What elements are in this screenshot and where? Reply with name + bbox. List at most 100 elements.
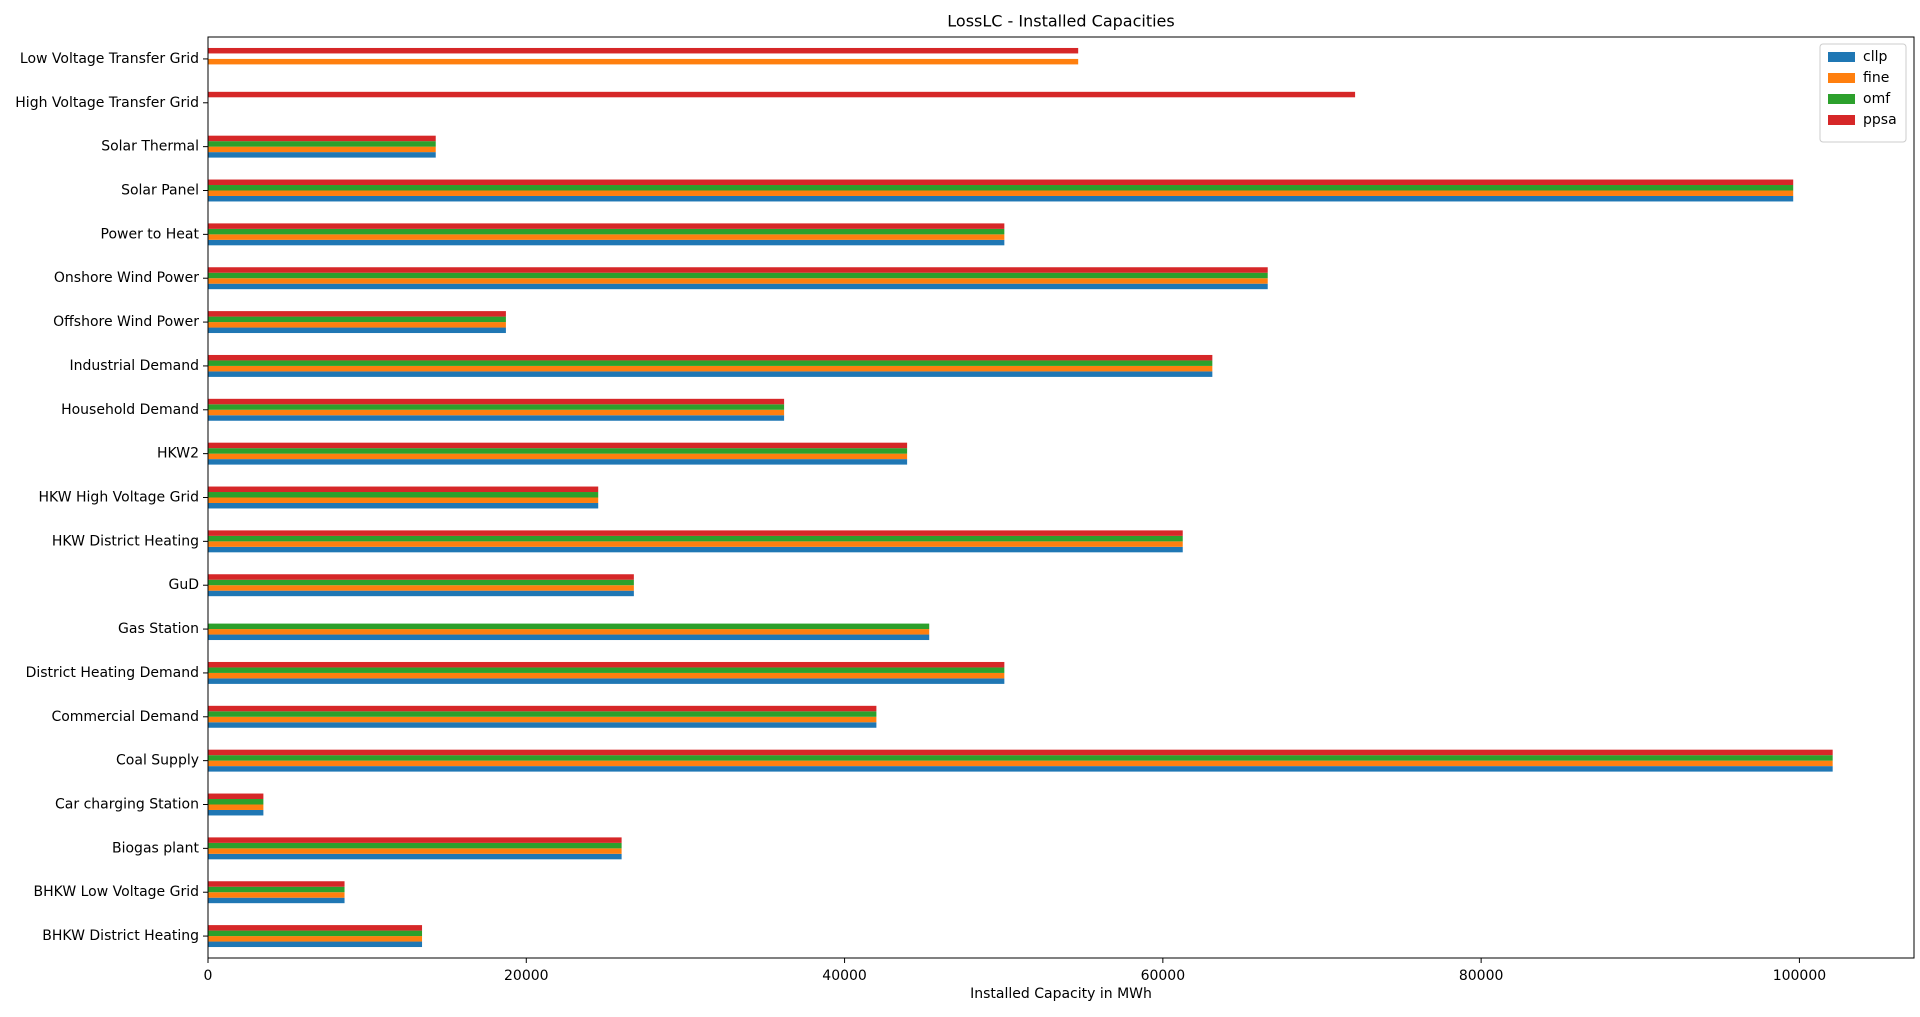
bar — [208, 722, 877, 728]
bar — [208, 634, 930, 641]
y-tick-label: Gas Station — [118, 621, 199, 637]
bar — [208, 404, 785, 410]
bar — [208, 283, 1268, 290]
y-tick-label: Solar Panel — [121, 183, 199, 199]
y-tick-label: HKW High Voltage Grid — [39, 490, 199, 506]
bar — [208, 486, 599, 493]
y-tick-label: Car charging Station — [55, 797, 199, 813]
bar — [208, 272, 1268, 279]
bar — [208, 672, 1005, 679]
bar — [208, 316, 506, 323]
bar — [208, 716, 877, 723]
bar — [208, 497, 599, 503]
bar — [208, 360, 1213, 366]
bar — [208, 530, 1183, 536]
bar — [208, 848, 622, 854]
bar — [208, 135, 436, 142]
bar — [208, 941, 423, 948]
bar — [208, 853, 622, 860]
bar — [208, 842, 622, 849]
bar — [208, 579, 634, 586]
bar — [208, 661, 1005, 668]
bar — [208, 766, 1833, 772]
bar — [208, 322, 506, 328]
bar — [208, 365, 1213, 372]
x-tick-label: 100000 — [1773, 968, 1826, 984]
bar — [208, 278, 1268, 284]
bar — [208, 930, 423, 937]
legend-label: omf — [1863, 91, 1891, 107]
y-tick-label: BHKW Low Voltage Grid — [34, 884, 199, 900]
axes-frame — [207, 36, 1915, 959]
bar — [208, 881, 345, 887]
bar — [208, 415, 785, 421]
bar — [208, 760, 1833, 767]
bar — [208, 459, 908, 465]
bar — [208, 585, 634, 591]
bar — [208, 146, 436, 153]
bar — [208, 190, 1794, 196]
bar — [208, 799, 264, 805]
y-tick-label: Biogas plant — [112, 840, 199, 856]
bar — [208, 535, 1183, 542]
bar — [208, 228, 1005, 235]
y-tick-label: Coal Supply — [116, 753, 199, 769]
bar — [208, 327, 506, 334]
y-tick-label: HKW District Heating — [52, 533, 199, 549]
bar — [208, 678, 1005, 684]
y-tick-label: Power to Heat — [101, 226, 200, 242]
bar — [208, 311, 506, 317]
legend-swatch — [1828, 94, 1855, 104]
bar — [208, 502, 599, 509]
y-tick-label: Low Voltage Transfer Grid — [20, 51, 199, 67]
legend-swatch — [1828, 52, 1855, 62]
y-tick-label: HKW2 — [157, 446, 199, 462]
y-tick-label: Onshore Wind Power — [54, 270, 199, 286]
bar — [208, 141, 436, 147]
bar — [208, 239, 1005, 246]
bar — [208, 234, 1005, 240]
bar — [208, 58, 1079, 65]
y-tick-label: Industrial Demand — [70, 358, 199, 374]
bar — [208, 711, 877, 717]
bar — [208, 804, 264, 810]
bar — [208, 892, 345, 898]
y-tick-label: High Voltage Transfer Grid — [15, 95, 199, 111]
bar — [208, 755, 1833, 761]
legend-label: ppsa — [1863, 112, 1897, 128]
bar — [208, 897, 345, 904]
bar — [208, 541, 1183, 547]
bar — [208, 590, 634, 597]
bar — [208, 442, 908, 449]
x-tick-label: 80000 — [1459, 968, 1504, 984]
bar — [208, 837, 622, 843]
bar — [208, 749, 1833, 756]
bar — [208, 91, 1356, 98]
bar — [208, 453, 908, 460]
x-axis-label: Installed Capacity in MWh — [970, 986, 1152, 1002]
y-tick-label: Solar Thermal — [101, 139, 199, 155]
y-tick-label: BHKW District Heating — [42, 928, 199, 944]
bar — [208, 925, 423, 931]
legend-swatch — [1828, 115, 1855, 125]
bar — [208, 47, 1079, 54]
bar — [208, 629, 930, 635]
y-tick-label: District Heating Demand — [26, 665, 199, 681]
bar — [208, 574, 634, 580]
x-tick-label: 40000 — [822, 968, 867, 984]
legend-label: cllp — [1863, 49, 1887, 65]
bar — [208, 936, 423, 942]
bar — [208, 492, 599, 498]
bar — [208, 886, 345, 893]
bar — [208, 223, 1005, 229]
bar — [208, 354, 1213, 361]
bar — [208, 793, 264, 800]
bar — [208, 546, 1183, 553]
x-tick-label: 20000 — [504, 968, 549, 984]
y-tick-label: GuD — [168, 577, 199, 593]
y-tick-label: Commercial Demand — [51, 709, 199, 725]
bar — [208, 371, 1213, 377]
bar — [208, 448, 908, 454]
